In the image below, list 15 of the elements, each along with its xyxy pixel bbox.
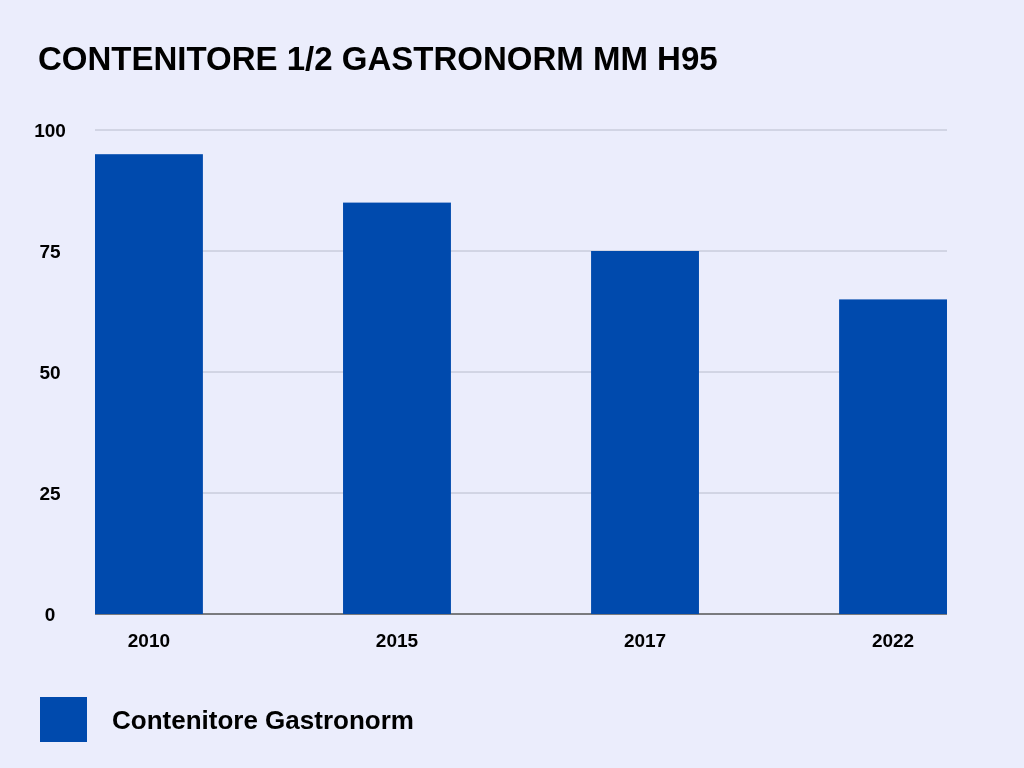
bar (343, 202, 451, 614)
x-tick-label: 2017 (623, 630, 667, 651)
chart-title: CONTENITORE 1/2 GASTRONORM MM H95 (38, 40, 718, 77)
y-tick-label: 75 (39, 240, 61, 262)
y-tick-label: 50 (39, 361, 61, 383)
bar (95, 154, 203, 614)
y-tick-label: 25 (39, 482, 61, 504)
y-tick-label: 100 (34, 119, 66, 141)
legend-label: Contenitore Gastronorm (112, 705, 414, 736)
x-tick-label: 2010 (127, 630, 171, 651)
x-tick-label: 2022 (871, 630, 915, 651)
y-tick-label: 0 (44, 603, 56, 625)
bar (839, 299, 947, 614)
x-tick-label: 2015 (375, 630, 419, 651)
bar (591, 251, 699, 614)
